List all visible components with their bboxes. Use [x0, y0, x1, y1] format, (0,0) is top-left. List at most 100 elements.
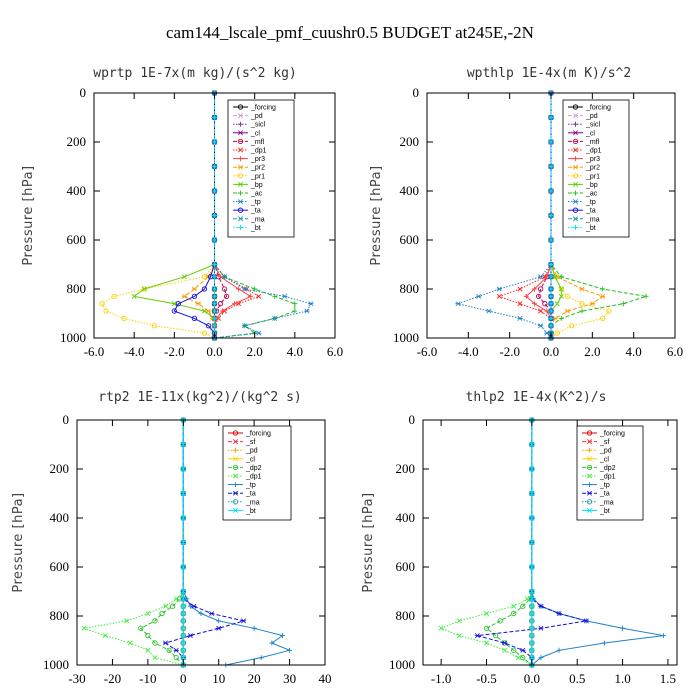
- data-point-p4-s7-15: [520, 647, 526, 653]
- data-point-p1-s14-9: [212, 286, 217, 292]
- data-point-p2-s4-10: [535, 293, 542, 299]
- y-tick-label: 0: [413, 85, 420, 100]
- plot-frame: [422, 419, 678, 666]
- data-point-p2-s14-9: [548, 286, 554, 292]
- data-point-p1-s14-5: [212, 213, 217, 218]
- data-point-p1-s8-9: [141, 286, 147, 292]
- x-tick-label: 2.0: [247, 344, 263, 359]
- data-point-p1-s14-13: [212, 315, 217, 321]
- legend-label: _forcing: [585, 105, 611, 112]
- data-point-p4-s5-8: [524, 596, 530, 602]
- data-point-p3-s4-16: [173, 655, 179, 661]
- data-point-p1-sleg4-0: [237, 138, 244, 145]
- panel-title: wpthlp 1E-4x(m K)/s^2: [467, 66, 631, 81]
- data-point-p4-s6-16: [538, 655, 544, 661]
- data-point-p2-s14-5: [548, 213, 554, 218]
- legend: _forcing_sf _pd_cl _dp2 _dp1_tp _ta_ma _bt: [576, 425, 644, 521]
- series-line-dp1: [439, 420, 533, 666]
- data-point-p2-s6-11: [531, 301, 537, 307]
- data-point-p4-s6-14: [601, 640, 607, 646]
- data-point-p3-s9-11: [180, 618, 186, 624]
- data-point-p2-s11-13: [517, 315, 523, 321]
- data-point-p1-s8-11: [99, 301, 105, 307]
- data-point-p3-sleg6-0: [233, 482, 238, 488]
- x-tick-label: 6.0: [327, 344, 343, 359]
- data-point-p3-s4-14: [152, 640, 158, 646]
- legend-label: _bp: [250, 182, 263, 189]
- x-tick-label: 0.0: [524, 671, 540, 686]
- series-line-pr3: [525, 93, 552, 338]
- data-point-p1-s7-10: [181, 293, 187, 299]
- data-point-p4-s9-16: [529, 655, 535, 661]
- data-point-p4-s4-15: [511, 647, 517, 653]
- legend-label: _cl: [245, 456, 255, 463]
- data-point-p1-s6-12: [220, 308, 226, 314]
- data-point-p4-sleg4-0: [586, 464, 593, 471]
- data-point-p4-s9-2: [529, 466, 535, 472]
- data-point-p4-s9-12: [529, 625, 535, 631]
- legend-label: _ta: [599, 491, 610, 498]
- y-tick-label: 800: [396, 608, 416, 623]
- data-point-p4-s6-13: [660, 633, 666, 639]
- legend-label: _pd: [599, 448, 612, 455]
- data-point-p1-sleg10-0: [238, 190, 243, 196]
- y-tick-label: 200: [396, 461, 416, 476]
- data-point-p4-s7-12: [538, 625, 544, 631]
- data-point-p1-s12-12: [171, 308, 177, 314]
- data-point-p1-s8-12: [103, 308, 109, 314]
- data-point-p3-s6-15: [287, 647, 293, 653]
- data-point-p2-s7-11: [589, 301, 595, 307]
- data-point-p2-s11-8: [538, 274, 544, 280]
- data-point-p4-s5-13: [456, 633, 462, 639]
- data-point-p3-s9-14: [180, 640, 186, 646]
- data-point-p1-sleg0-0: [237, 104, 244, 110]
- data-point-p2-s11-12: [486, 308, 492, 314]
- data-point-p3-s4-13: [145, 632, 151, 639]
- data-point-p1-s4-9: [221, 286, 228, 292]
- data-point-p1-s12-13: [191, 315, 198, 322]
- data-point-p4-sleg3-0: [586, 456, 593, 462]
- data-point-p3-sleg5-0: [232, 473, 239, 479]
- data-point-p1-s12-9: [201, 286, 208, 292]
- data-point-p1-s14-11: [212, 301, 217, 307]
- data-point-p4-s9-5: [529, 539, 535, 546]
- legend-label: _tp: [245, 482, 256, 489]
- x-tick-label: -30: [68, 671, 85, 686]
- data-point-p2-s14-12: [548, 308, 554, 314]
- data-point-p2-sleg10-0: [573, 190, 578, 196]
- legend-label: _dp1: [250, 148, 267, 155]
- data-point-p1-sleg14-0: [238, 224, 243, 230]
- data-point-p1-s4-10: [223, 293, 230, 299]
- data-point-p2-s14-14: [548, 323, 554, 329]
- data-point-p3-s9-8: [180, 596, 186, 602]
- x-tick-label: 1.0: [614, 671, 630, 686]
- panel-1: wprtp 1E-7x(m kg)/(s^2 kg) Pressure [hPa]…: [21, 66, 343, 359]
- data-point-p2-sleg6-0: [573, 156, 578, 162]
- data-point-p3-s4-10: [159, 610, 165, 617]
- data-point-p3-s5-12: [81, 625, 87, 631]
- data-point-p2-sleg2-0: [573, 121, 578, 127]
- data-point-p2-s10-8: [558, 274, 564, 280]
- data-point-p3-s4-15: [166, 647, 172, 653]
- data-point-p2-s11-10: [476, 293, 482, 299]
- y-tick-label: 200: [50, 461, 70, 476]
- x-tick-label: 1.5: [660, 671, 676, 686]
- data-point-p2-s6-10: [523, 293, 529, 299]
- data-point-p3-s6-10: [198, 611, 204, 617]
- data-point-p1-s6-9: [236, 286, 242, 292]
- data-point-p1-s14-10: [212, 293, 217, 299]
- data-point-p2-s7-12: [564, 308, 571, 314]
- data-point-p2-sleg8-0: [572, 173, 579, 179]
- data-point-p4-s9-3: [529, 490, 535, 497]
- data-point-p3-sleg8-0: [232, 499, 239, 505]
- data-point-p2-s8-14: [569, 323, 575, 329]
- data-point-p1-s14-12: [212, 308, 217, 314]
- data-point-p4-s9-10: [529, 611, 535, 617]
- data-point-p1-s8-15: [201, 330, 208, 336]
- data-point-p3-s6-14: [269, 640, 275, 646]
- data-point-p4-s5-11: [456, 618, 462, 624]
- data-point-p1-s14-4: [212, 188, 217, 194]
- data-point-p2-s8-10: [564, 293, 571, 299]
- legend-label: _dp2: [599, 465, 616, 472]
- data-point-p2-sleg14-0: [573, 224, 578, 230]
